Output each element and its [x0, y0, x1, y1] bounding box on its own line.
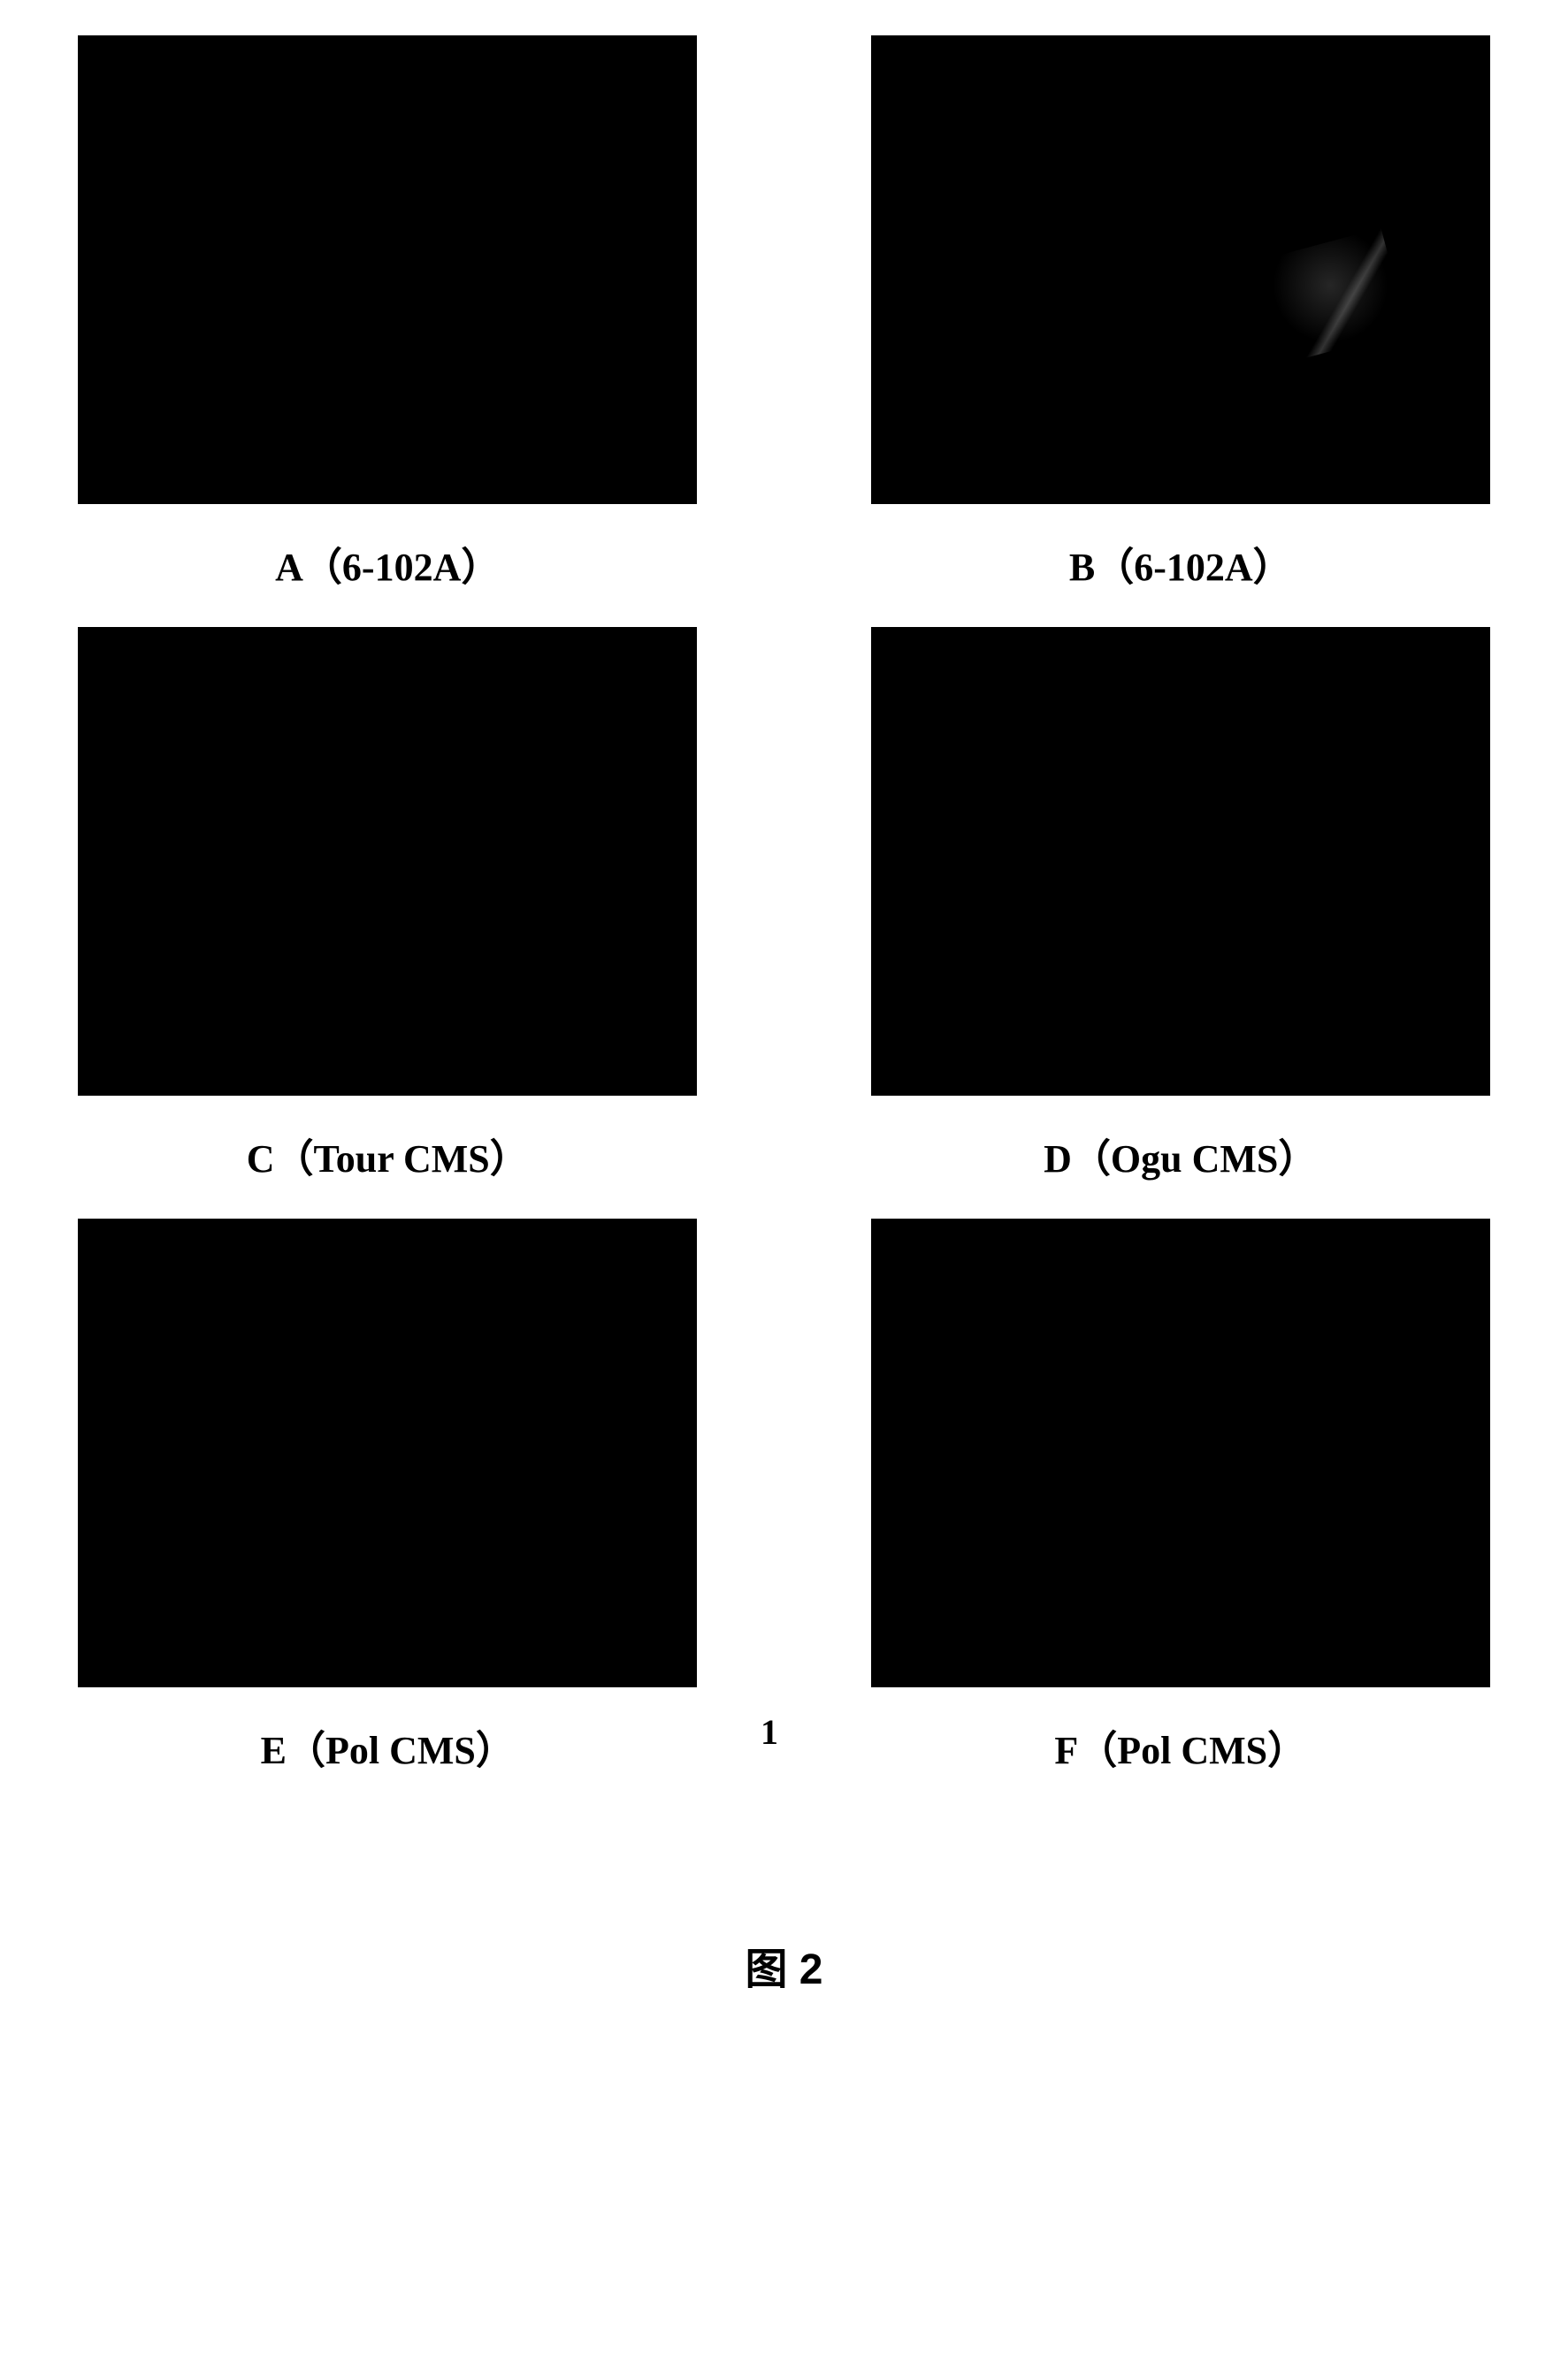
figure-caption: 图 2	[71, 1934, 1497, 1996]
panel-d-label: D（Ogu CMS）	[1044, 1127, 1317, 1183]
panel-c-image	[78, 627, 697, 1096]
panel-e-label: E（Pol CMS）	[261, 1718, 515, 1775]
panel-b-image	[871, 35, 1490, 504]
panel-a: A（6-102A）	[71, 35, 705, 592]
panel-f: F（Pol CMS）	[864, 1219, 1498, 1775]
panel-c-label: C（Tour CMS）	[247, 1127, 529, 1183]
panel-d-image	[871, 627, 1490, 1096]
panel-f-image	[871, 1219, 1490, 1687]
figure-grid: A（6-102A） B（6-102A） C（Tour CMS） D（Ogu CM…	[71, 35, 1497, 1775]
panel-e: E（Pol CMS） 1	[71, 1219, 705, 1775]
panel-b: B（6-102A）	[864, 35, 1498, 592]
panel-d: D（Ogu CMS）	[864, 627, 1498, 1183]
panel-e-image	[78, 1219, 697, 1687]
panel-b-label: B（6-102A）	[1069, 535, 1292, 592]
panel-a-label: A（6-102A）	[275, 535, 500, 592]
panel-a-image	[78, 35, 697, 504]
panel-c: C（Tour CMS）	[71, 627, 705, 1183]
panel-f-label: F（Pol CMS）	[1054, 1718, 1306, 1775]
stray-marker: 1	[761, 1711, 778, 1753]
